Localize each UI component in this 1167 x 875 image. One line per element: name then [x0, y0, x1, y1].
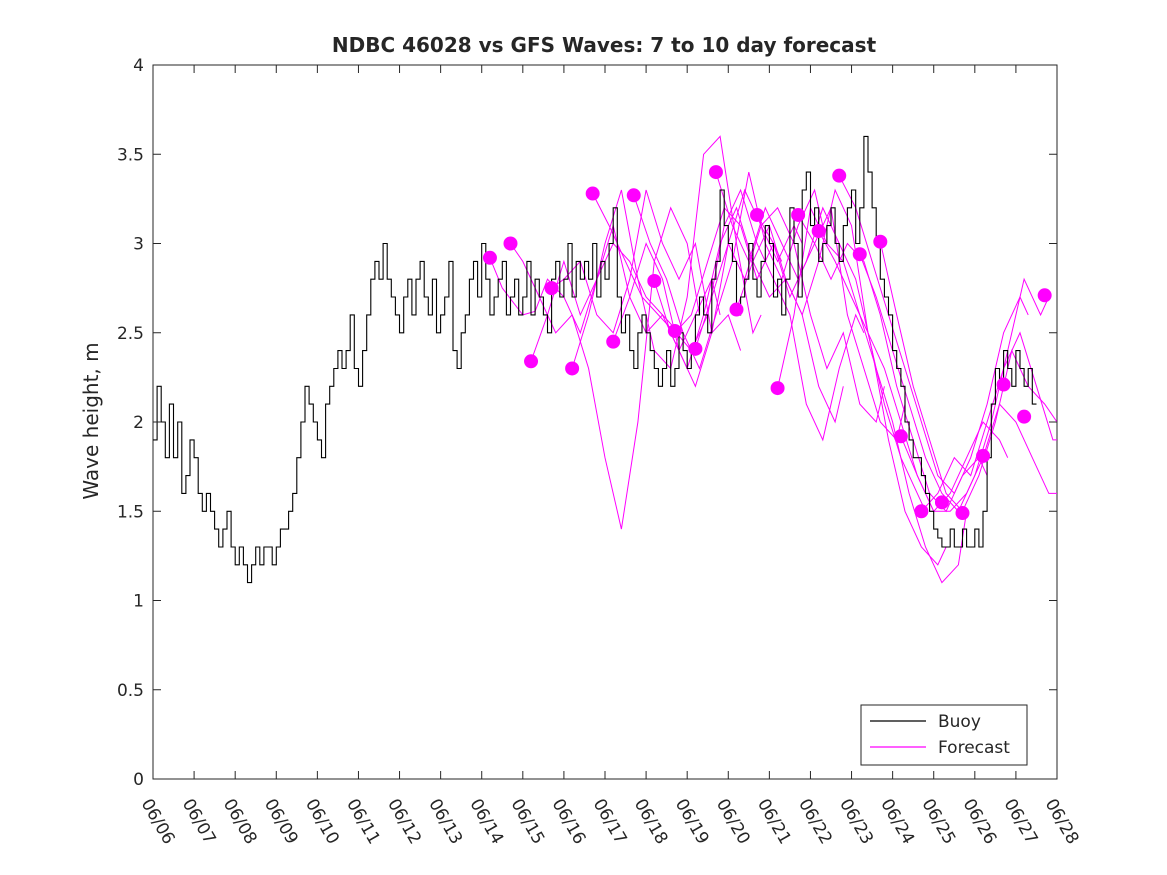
- forecast-marker: [606, 334, 621, 349]
- forecast-marker: [688, 341, 703, 356]
- forecast-marker: [1037, 288, 1052, 303]
- y-tick-label: 1.5: [117, 502, 144, 522]
- forecast-marker: [976, 448, 991, 463]
- forecast-marker: [832, 168, 847, 183]
- forecast-marker: [996, 377, 1011, 392]
- buoy-line: [153, 135, 1037, 584]
- forecast-marker: [667, 323, 682, 338]
- chart-title: NDBC 46028 vs GFS Waves: 7 to 10 day for…: [332, 33, 877, 57]
- forecast-marker: [811, 224, 826, 239]
- forecast-marker: [914, 504, 929, 519]
- forecast-marker: [852, 247, 867, 262]
- forecast-marker: [934, 495, 949, 510]
- y-axis: 0 0.5 1 1.5 2 2.5 3 3.5 4: [117, 56, 1057, 790]
- legend-box: [860, 704, 1028, 766]
- forecast-marker: [482, 250, 497, 265]
- y-tick-label: 3.5: [117, 145, 144, 165]
- forecast-marker: [955, 506, 970, 521]
- forecast-marker: [585, 186, 600, 201]
- forecast-marker: [544, 281, 559, 296]
- forecast-marker: [503, 236, 518, 251]
- forecast-marker: [524, 354, 539, 369]
- forecast-marker: [647, 273, 662, 288]
- marker-layer: [482, 165, 1052, 521]
- y-tick-label: 0.5: [117, 681, 144, 701]
- series-layer: [153, 135, 1057, 584]
- legend-buoy-label: Buoy: [938, 712, 981, 732]
- forecast-run-line: [838, 175, 1029, 495]
- forecast-marker: [770, 381, 785, 396]
- y-axis-label: Wave height, m: [79, 342, 103, 499]
- forecast-marker: [893, 429, 908, 444]
- y-tick-label: 2.5: [117, 324, 144, 344]
- forecast-marker: [565, 361, 580, 376]
- y-tick-label: 2: [133, 413, 144, 433]
- legend: Buoy Forecast: [860, 704, 1028, 766]
- y-tick-label: 4: [133, 56, 144, 76]
- forecast-marker: [791, 207, 806, 222]
- forecast-marker: [750, 207, 765, 222]
- forecast-run-line: [756, 206, 947, 566]
- y-tick-label: 0: [133, 770, 144, 790]
- forecast-marker: [729, 302, 744, 317]
- y-tick-label: 1: [133, 592, 144, 612]
- forecast-marker: [626, 188, 641, 203]
- forecast-marker: [708, 165, 723, 180]
- forecast-run-line: [879, 241, 1057, 513]
- forecast-marker: [873, 234, 888, 249]
- legend-forecast-label: Forecast: [938, 738, 1010, 758]
- y-tick-label: 3: [133, 235, 144, 255]
- forecast-marker: [1017, 409, 1032, 424]
